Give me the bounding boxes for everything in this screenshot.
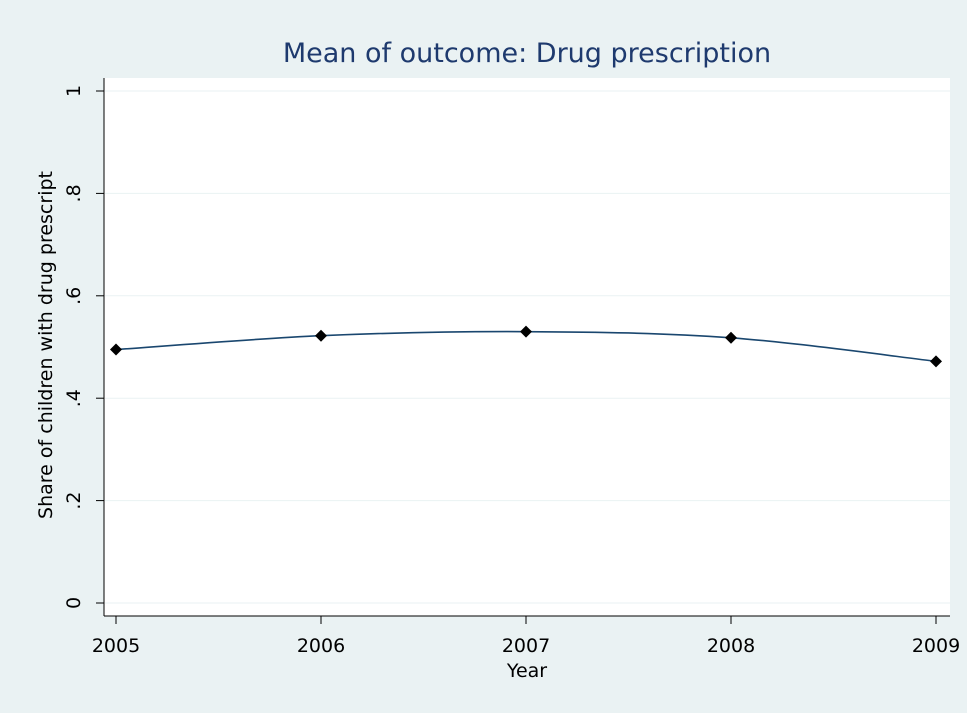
y-tick-label: .8 (63, 184, 85, 202)
plot-area (104, 78, 950, 616)
x-axis-label: Year (506, 660, 547, 682)
data-point-marker (520, 325, 532, 338)
y-tick-label: 1 (63, 85, 85, 97)
data-point-marker (930, 355, 942, 368)
y-tick-label: .6 (63, 287, 85, 305)
chart-title: Mean of outcome: Drug prescription (283, 38, 771, 69)
axes (103, 78, 950, 617)
y-ticks: 0 .2 .4 .6 .8 1 (63, 85, 104, 609)
x-tick-label: 2008 (707, 635, 755, 657)
y-tick-label: 0 (63, 597, 85, 609)
x-ticks: 2005 2006 2007 2008 2009 (92, 616, 960, 657)
data-point-marker (315, 329, 327, 342)
data-point-marker (725, 331, 737, 344)
y-tick-label: .4 (63, 389, 85, 407)
y-tick-label: .2 (63, 492, 85, 510)
y-axis-label: Share of children with drug prescript (35, 171, 57, 519)
x-tick-label: 2005 (92, 635, 140, 657)
data-point-marker (110, 343, 122, 356)
grid-lines (105, 90, 950, 604)
x-tick-label: 2006 (297, 635, 345, 657)
x-tick-label: 2007 (502, 635, 550, 657)
x-tick-label: 2009 (912, 635, 960, 657)
series-markers (110, 325, 942, 368)
